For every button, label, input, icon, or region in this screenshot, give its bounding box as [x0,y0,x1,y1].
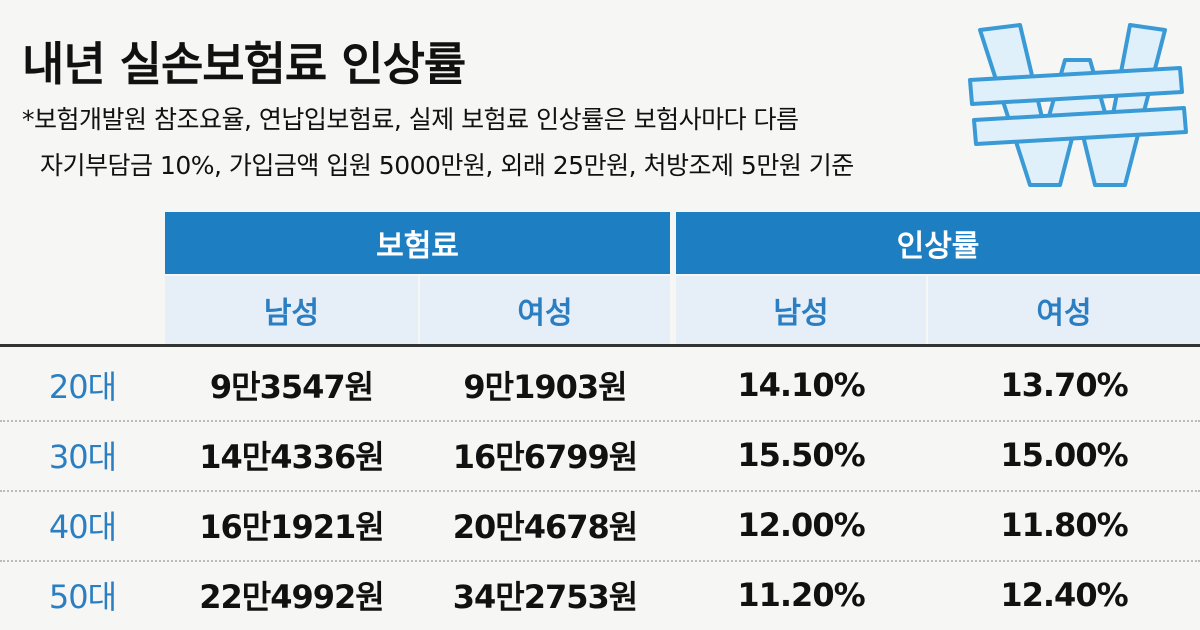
row-separator [0,490,1200,492]
row-label: 50대 [48,578,117,616]
sub-header: 남성 [676,276,926,344]
sub-header: 여성 [420,276,670,344]
note: *보험개발원 참조요율, 연납입보험료, 실제 보험료 인상률은 보험사마다 다… [22,105,799,134]
cell: 16만6799원 [452,438,638,476]
cell: 12.00% [737,506,865,544]
note: 자기부담금 10%, 가입금액 입원 5000만원, 외래 25만원, 처방조제… [40,151,854,180]
row-separator [0,420,1200,422]
row-label: 20대 [48,368,117,406]
group-header: 인상률 [676,212,1200,274]
cell: 22만4992원 [199,578,384,616]
cell: 14만4336원 [199,438,384,476]
sub-header: 남성 [165,276,418,344]
cell: 15.00% [1000,436,1128,474]
row-label: 30대 [48,438,117,476]
cell: 15.50% [737,436,865,474]
cell: 11.80% [1000,506,1128,544]
cell: 20만4678원 [452,508,638,546]
cell: 12.40% [1000,576,1128,614]
header-rule [0,344,1200,347]
title: 내년 실손보험료 인상률 [22,37,466,91]
sub-header: 여성 [928,276,1200,344]
cell: 14.10% [737,366,865,404]
row-separator [0,560,1200,562]
cell: 16만1921원 [199,508,384,546]
cell: 9만3547원 [209,368,374,406]
cell: 34만2753원 [452,578,638,616]
cell: 11.20% [737,576,865,614]
row-label: 40대 [48,508,117,546]
cell: 13.70% [1000,366,1128,404]
cell: 9만1903원 [463,368,627,406]
group-header: 보험료 [165,212,670,274]
won-icon [968,23,1188,187]
